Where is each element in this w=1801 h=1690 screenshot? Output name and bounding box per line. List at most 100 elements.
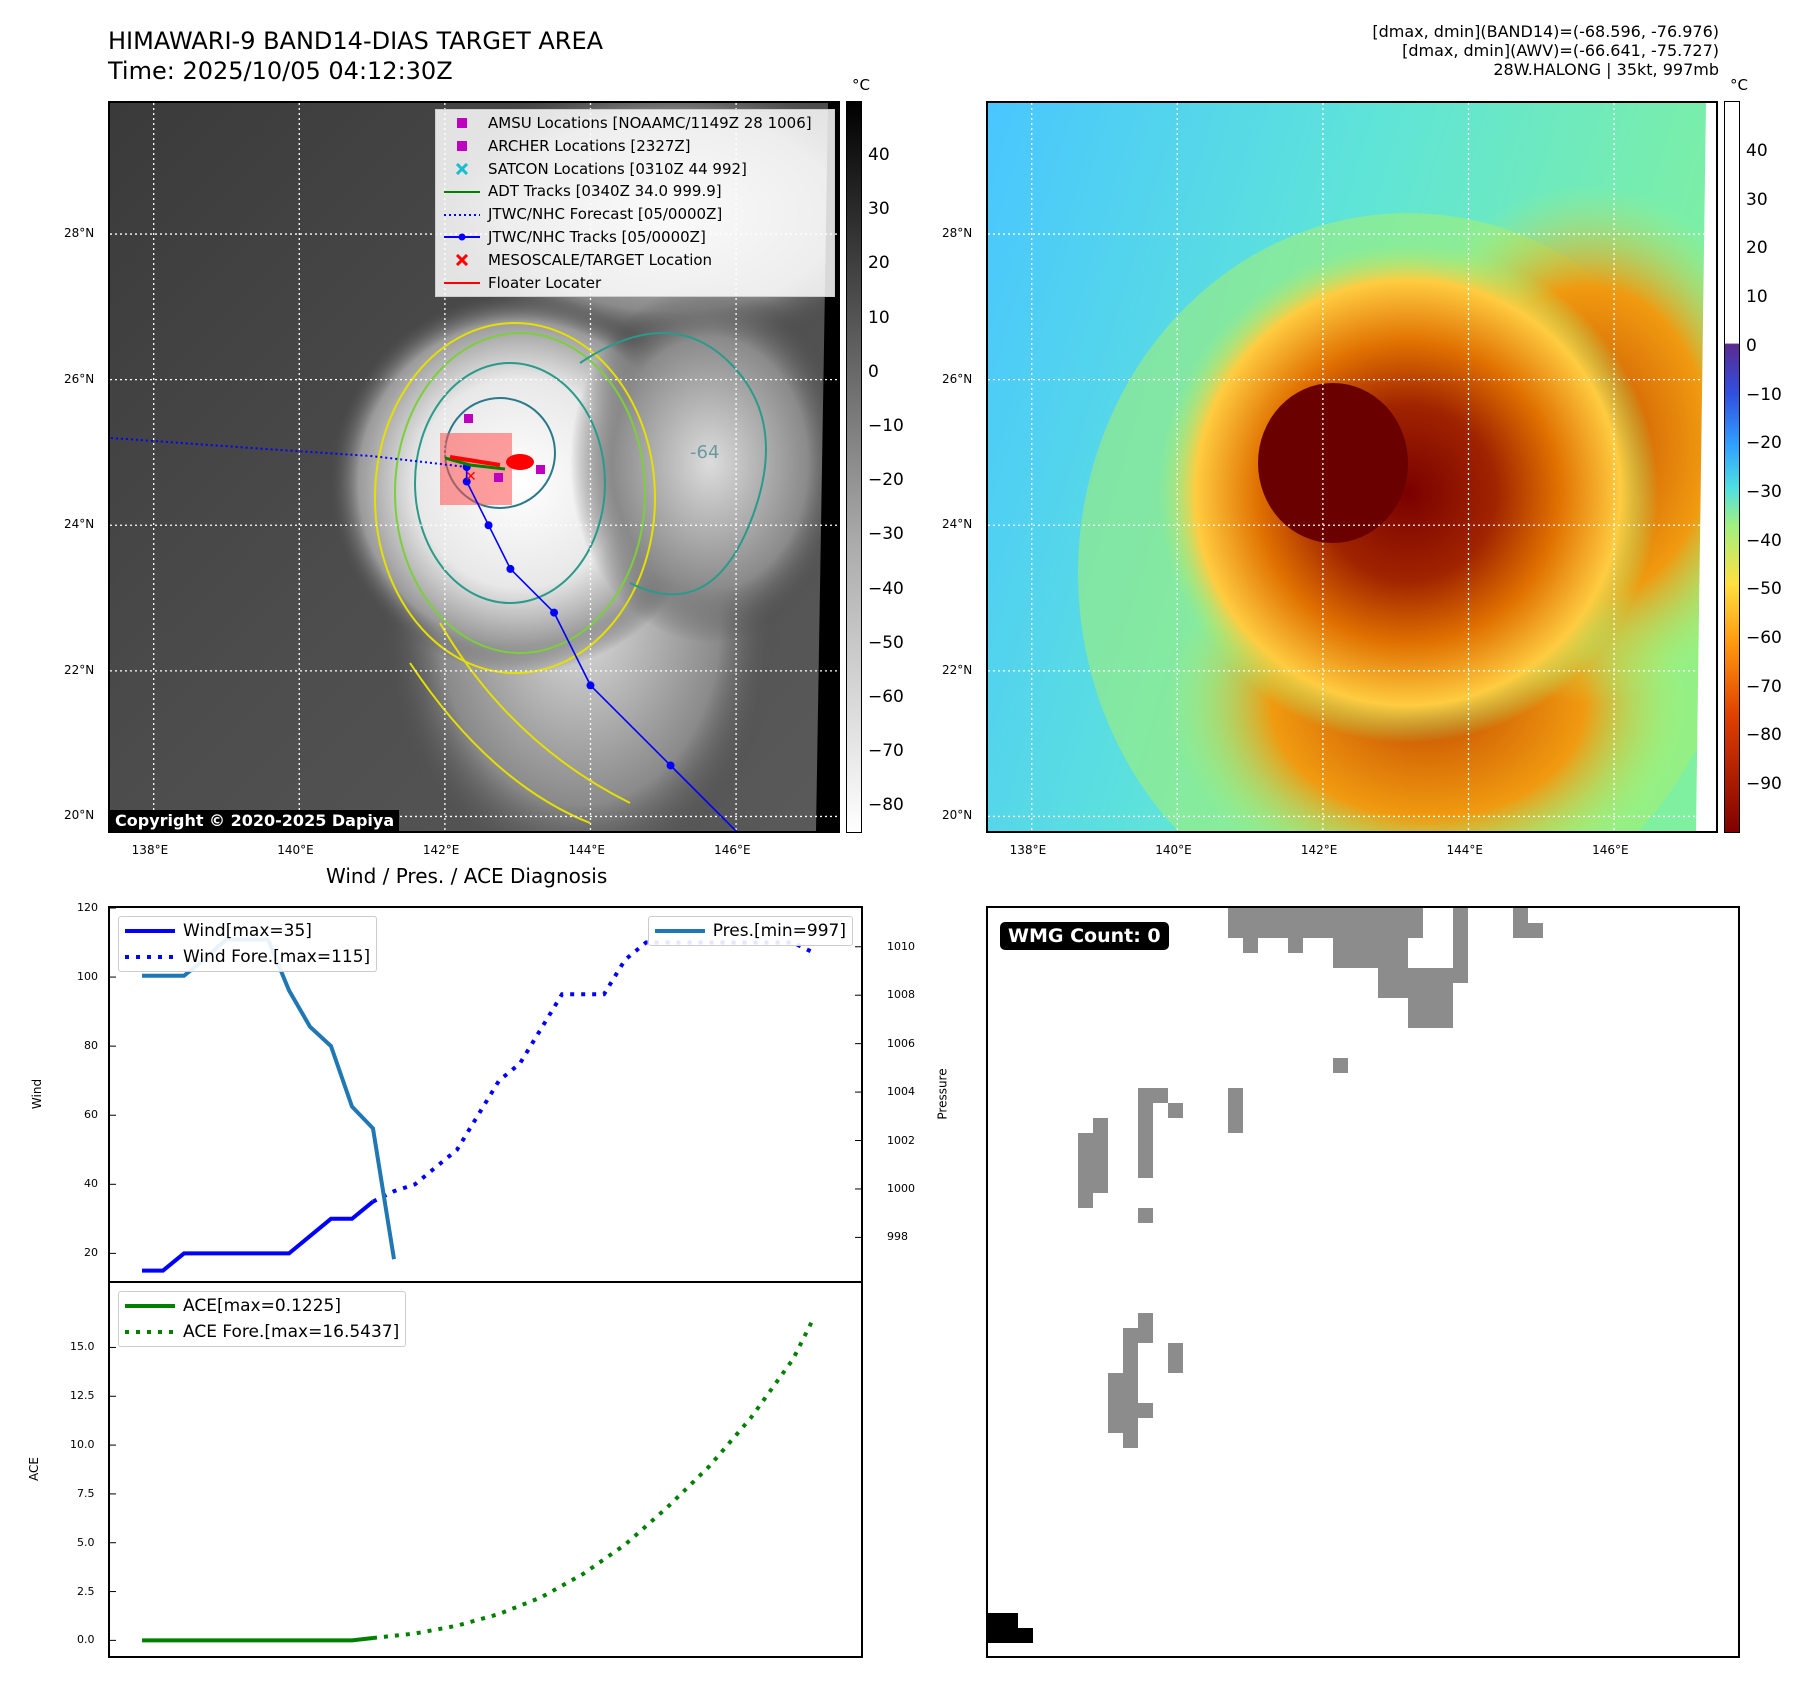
figure-title: HIMAWARI-9 BAND14-DIAS TARGET AREA Time:…	[108, 26, 603, 86]
ir-colorbar-unit: °C	[852, 76, 870, 94]
ir-legend-item: ADT Tracks [0340Z 34.0 999.9]	[442, 180, 828, 203]
colorbar-tick-label: 10	[868, 307, 890, 328]
y-tick-label: 10.0	[70, 1438, 95, 1452]
legend-label: JTWC/NHC Forecast [05/0000Z]	[488, 205, 723, 224]
lat-tick-label: 26°N	[64, 371, 95, 386]
wmg-cell	[1333, 1058, 1348, 1073]
wind-legend: Wind[max=35] Wind Fore.[max=115]	[118, 916, 378, 972]
legend-label: AMSU Locations [NOAAMC/1149Z 28 1006]	[488, 114, 812, 132]
colorbar-tick-label: 0	[1746, 335, 1757, 356]
track-point	[550, 608, 559, 617]
legend-label: ARCHER Locations [2327Z]	[488, 136, 691, 155]
legend-ace-label: ACE[max=0.1225]	[183, 1296, 341, 1316]
wmg-cell	[1453, 908, 1468, 983]
wmg-cell	[1243, 938, 1258, 953]
pressure-y-label: Pressure	[935, 1068, 950, 1120]
wmg-panel: WMG Count: 0	[986, 906, 1740, 1658]
wind-forecast-line	[372, 940, 815, 1204]
ace-series-line	[142, 1636, 374, 1643]
colorbar-tick-label: 0	[868, 361, 879, 382]
title-line-1: HIMAWARI-9 BAND14-DIAS TARGET AREA	[108, 27, 604, 55]
ace-plot	[110, 1316, 816, 1643]
colorbar-tick-label: −80	[1746, 725, 1782, 746]
contour-teal	[414, 362, 606, 604]
floater-locater	[449, 455, 501, 467]
legend-label: ADT Tracks [0340Z 34.0 999.9]	[488, 182, 722, 201]
lon-tick-label: 144°E	[568, 843, 605, 857]
wmg-cell	[1228, 908, 1423, 938]
legend-label: JTWC/NHC Tracks [05/0000Z]	[488, 227, 706, 246]
contour-east	[579, 332, 767, 596]
legend-symbol-icon	[442, 254, 482, 267]
info-line-1: [dmax, dmin](BAND14)=(-68.596, -76.976)	[1372, 22, 1719, 41]
wmg-count-badge: WMG Count: 0	[1000, 922, 1169, 950]
lat-tick-label: 26°N	[942, 371, 973, 386]
colorbar-tick-label: −20	[868, 470, 904, 491]
wmg-cell	[1123, 1418, 1138, 1448]
lat-tick-label: 24°N	[64, 517, 95, 532]
wmg-cell	[1138, 1403, 1153, 1418]
wmg-cell	[1138, 1313, 1153, 1343]
legend-label: MESOSCALE/TARGET Location	[488, 250, 713, 269]
wmg-cell	[1288, 938, 1303, 953]
wmg-cell	[1408, 998, 1453, 1028]
info-line-2: [dmax, dmin](AWV)=(-66.641, -75.727)	[1402, 41, 1719, 60]
wmg-cell	[1018, 1628, 1033, 1643]
ir-legend-item: Floater Locater	[442, 272, 828, 295]
legend-wind-fore-label: Wind Fore.[max=115]	[183, 947, 371, 967]
awv-map-panel	[986, 101, 1718, 833]
wmg-cell	[1168, 1103, 1183, 1118]
ir-legend-item: ARCHER Locations [2327Z]	[442, 135, 828, 158]
lon-tick-label: 140°E	[1155, 843, 1192, 857]
legend-symbol-icon	[442, 117, 482, 129]
wmg-grid	[988, 908, 1543, 1643]
legend-symbol-icon	[442, 162, 482, 175]
pressure-series-line	[142, 937, 396, 1260]
y-tick-label: 2.5	[77, 1584, 95, 1598]
lon-tick-label: 144°E	[1446, 843, 1483, 857]
archer-marker	[494, 473, 503, 482]
colorbar-tick-label: −20	[1746, 433, 1782, 454]
wmg-cell	[1333, 938, 1408, 968]
info-line-3: 28W.HALONG | 35kt, 997mb	[1493, 60, 1719, 79]
ir-legend-item: AMSU Locations [NOAAMC/1149Z 28 1006]	[442, 112, 828, 135]
ace-legend: ACE[max=0.1225] ACE Fore.[max=16.5437]	[118, 1291, 407, 1347]
legend-symbol-icon	[442, 186, 482, 198]
ir-legend-item: SATCON Locations [0310Z 44 992]	[442, 158, 828, 181]
y2-tick-label: 998	[887, 1230, 908, 1244]
colorbar-tick-label: −10	[868, 416, 904, 436]
wmg-cell	[1138, 1088, 1168, 1103]
awv-eye-cloud	[1258, 383, 1408, 543]
mesoscale-x-marker: ✕	[465, 469, 477, 485]
legend-label: Floater Locater	[488, 273, 602, 292]
diagnosis-title: Wind / Pres. / ACE Diagnosis	[326, 864, 608, 888]
colorbar-tick-label: −70	[1746, 676, 1782, 697]
y-tick-label: 80	[84, 1039, 98, 1053]
y2-tick-label: 1004	[887, 1085, 915, 1099]
jtwc-track-line	[465, 467, 738, 831]
colorbar-tick-label: −60	[868, 687, 904, 707]
wmg-cell	[1438, 968, 1453, 983]
colorbar-tick-label: −90	[1746, 774, 1782, 795]
y-tick-label: 15.0	[70, 1340, 95, 1354]
legend-ace-forecast: ACE Fore.[max=16.5437]	[125, 1319, 399, 1345]
ir-east-cloud	[570, 283, 838, 643]
legend-ace: ACE[max=0.1225]	[125, 1293, 399, 1319]
archer-marker-2	[536, 465, 545, 474]
wmg-cell	[1138, 1103, 1153, 1133]
y-tick-label: 0.0	[77, 1633, 95, 1647]
ir-map-panel: ✕ -64 AMSU Locations [NOAAMC/1149Z 28 10…	[108, 101, 840, 833]
lat-tick-label: 22°N	[64, 662, 95, 677]
ir-legend: AMSU Locations [NOAAMC/1149Z 28 1006] ARC…	[435, 109, 835, 298]
wind-y-label: Wind	[30, 1078, 45, 1110]
lon-tick-label: 146°E	[714, 843, 751, 857]
colorbar-tick-label: 20	[868, 253, 890, 274]
awv-storm-core	[1158, 243, 1658, 743]
legend-wind-label: Wind[max=35]	[183, 921, 312, 941]
colorbar-tick-label: 40	[1746, 141, 1768, 161]
legend-ace-fore-label: ACE Fore.[max=16.5437]	[183, 1322, 400, 1342]
awv-colorbar-unit: °C	[1730, 76, 1748, 94]
colorbar-tick-label: −80	[868, 795, 904, 816]
lat-tick-label: 20°N	[942, 808, 973, 823]
amsu-marker	[464, 414, 473, 423]
